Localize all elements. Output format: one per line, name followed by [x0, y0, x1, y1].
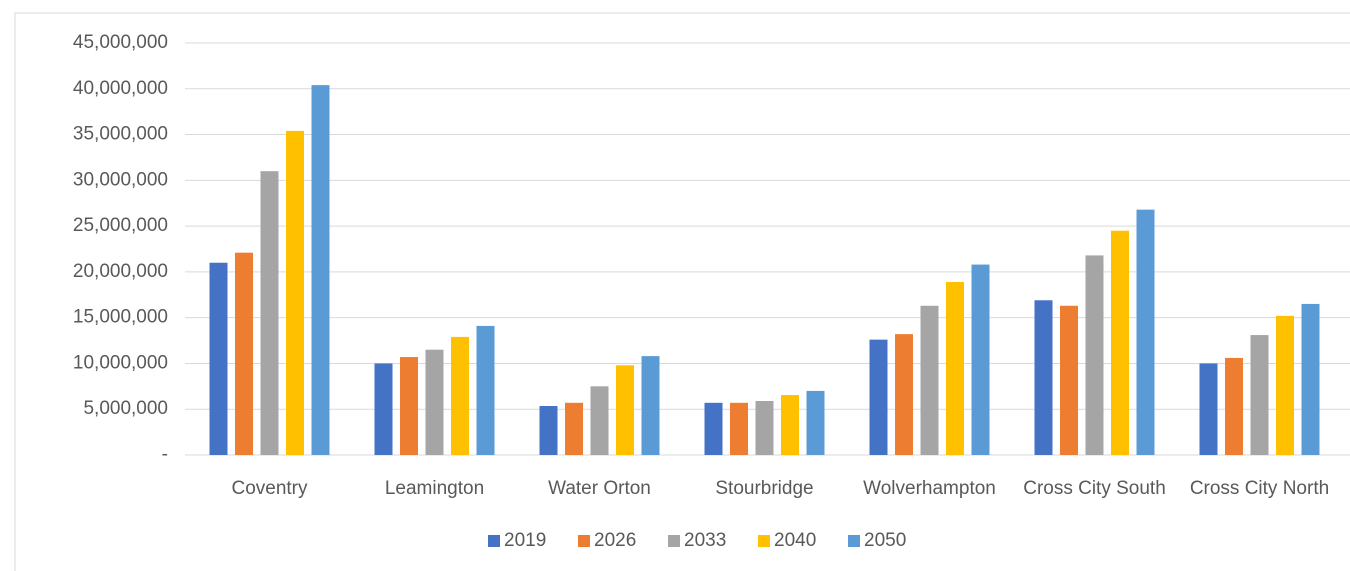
x-tick-label: Cross City North: [1190, 478, 1329, 499]
legend-label: 2033: [684, 530, 726, 551]
bar: [1250, 335, 1269, 455]
bar: [1301, 303, 1320, 455]
bar: [565, 402, 583, 455]
bar: [755, 400, 774, 455]
bar: [1085, 255, 1104, 455]
bar: [920, 305, 939, 455]
bar: [1199, 363, 1218, 455]
x-tick-label: Leamington: [385, 478, 484, 499]
y-tick-label: -: [162, 444, 168, 465]
bar: [971, 264, 990, 455]
bar: [806, 390, 825, 455]
bar: [400, 357, 418, 455]
bar: [1111, 230, 1129, 455]
y-tick-label: 10,000,000: [73, 352, 168, 373]
legend-label: 2050: [864, 530, 906, 551]
bar: [641, 356, 660, 455]
bar: [1276, 315, 1294, 455]
bar: [311, 85, 330, 456]
bar: [209, 262, 228, 455]
y-tick-label: 40,000,000: [73, 78, 168, 99]
x-tick-label: Wolverhampton: [863, 478, 996, 499]
x-tick-label: Coventry: [231, 478, 308, 499]
bar: [781, 395, 799, 455]
y-tick-label: 45,000,000: [73, 32, 168, 53]
bar: [286, 130, 304, 456]
bar: [260, 171, 279, 455]
y-tick-label: 35,000,000: [73, 124, 168, 145]
y-tick-label: 25,000,000: [73, 215, 168, 236]
legend-swatch: [848, 535, 860, 547]
legend-label: 2026: [594, 530, 636, 551]
bar: [1136, 209, 1155, 455]
y-tick-label: 5,000,000: [83, 398, 168, 419]
bar: [476, 325, 495, 455]
bar: [869, 339, 888, 455]
y-tick-label: 15,000,000: [73, 307, 168, 328]
legend-swatch: [668, 535, 680, 547]
bar: [1225, 357, 1243, 455]
bar: [590, 386, 609, 455]
chart-frame: [14, 12, 1350, 571]
bar: [616, 365, 634, 455]
bar: [425, 349, 444, 455]
legend-label: 2040: [774, 530, 816, 551]
legend-swatch: [578, 535, 590, 547]
legend-label: 2019: [504, 530, 546, 551]
x-tick-label: Cross City South: [1023, 478, 1166, 499]
x-tick-label: Stourbridge: [715, 478, 813, 499]
x-tick-label: Water Orton: [548, 478, 651, 499]
bar: [730, 402, 748, 455]
bar: [1034, 300, 1053, 455]
bar: [374, 363, 393, 455]
y-tick-label: 30,000,000: [73, 169, 168, 190]
legend-swatch: [758, 535, 770, 547]
bar: [704, 402, 723, 455]
bar: [235, 252, 253, 455]
y-tick-label: 20,000,000: [73, 261, 168, 282]
bar: [539, 406, 558, 455]
bar: [1060, 305, 1078, 455]
bar: [451, 336, 469, 455]
bar: [895, 334, 913, 455]
bar: [946, 281, 964, 455]
legend-swatch: [488, 535, 500, 547]
